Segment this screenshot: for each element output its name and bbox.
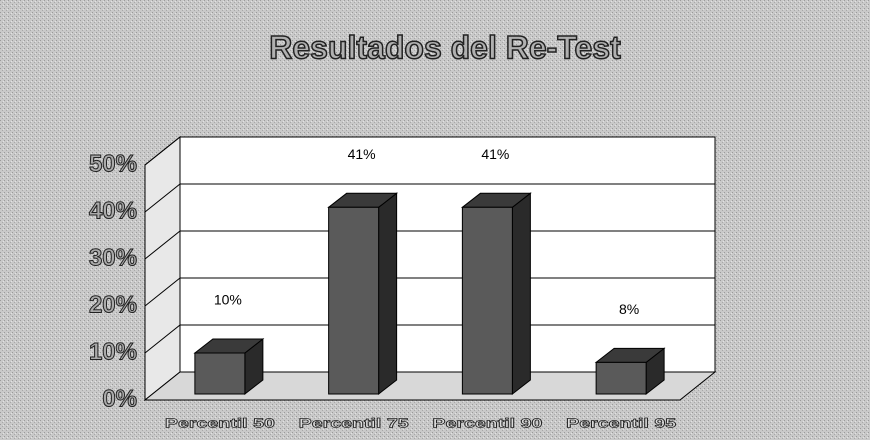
bar — [594, 347, 666, 396]
bar — [193, 337, 265, 396]
bar-front — [461, 206, 513, 395]
y-tick-label: 0% — [102, 385, 137, 412]
grid-line — [144, 136, 715, 166]
chart-title: Resultados del Re-Test — [269, 29, 621, 65]
bar-front — [595, 361, 647, 395]
y-tick-label: 40% — [89, 197, 137, 224]
grid-line — [144, 230, 715, 260]
bar-side — [511, 192, 531, 396]
grid-line — [144, 277, 715, 307]
x-tick-label: Percentil 50 — [165, 415, 275, 430]
side-wall — [144, 135, 181, 402]
grid-line — [144, 324, 715, 354]
data-label: 41% — [481, 146, 509, 162]
bar — [327, 192, 399, 396]
y-tick-label: 20% — [89, 291, 137, 318]
bar-side — [378, 192, 398, 396]
x-tick-label: Percentil 75 — [299, 415, 409, 430]
data-label: 10% — [214, 292, 242, 308]
data-label: 8% — [619, 301, 639, 317]
x-tick-label: Percentil 90 — [432, 415, 542, 430]
y-tick-label: 30% — [89, 244, 137, 271]
data-label: 41% — [348, 146, 376, 162]
bar-front — [328, 206, 380, 395]
y-tick-label: 10% — [89, 338, 137, 365]
back-wall — [179, 136, 716, 373]
x-tick-label: Percentil 95 — [566, 415, 676, 430]
bar-front — [194, 352, 246, 395]
bar — [460, 192, 532, 396]
floor — [143, 371, 717, 401]
y-tick-label: 50% — [89, 150, 137, 177]
grid-line — [144, 183, 715, 213]
